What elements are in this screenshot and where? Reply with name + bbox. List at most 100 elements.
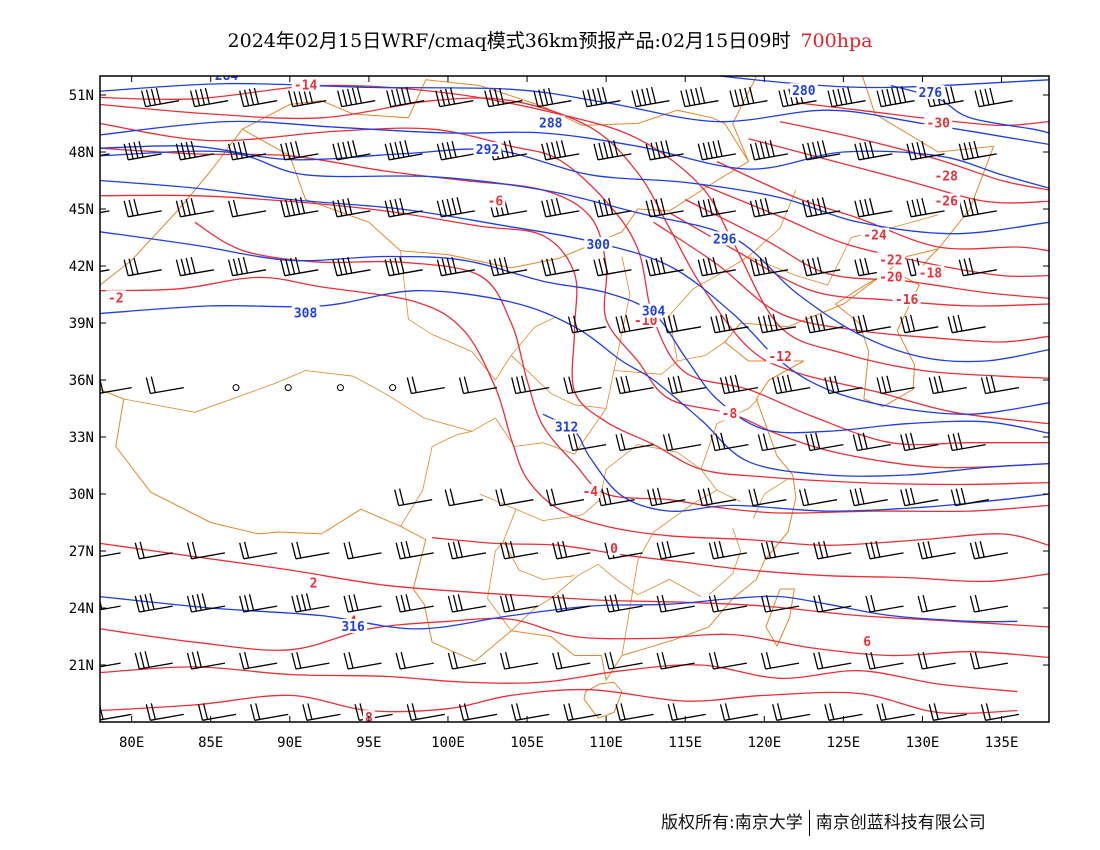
wind-barb bbox=[123, 141, 162, 161]
wind-barb bbox=[760, 540, 800, 560]
wind-barb bbox=[906, 141, 945, 161]
wind-barb bbox=[802, 197, 841, 218]
contour-label-bg bbox=[580, 484, 601, 499]
wind-barb bbox=[458, 703, 498, 721]
wind-barb bbox=[604, 594, 643, 613]
contour-label-bg bbox=[105, 290, 126, 305]
wind-barb bbox=[227, 256, 267, 277]
wind-barb bbox=[447, 540, 487, 560]
lon-tick-label: 80E bbox=[119, 735, 144, 751]
temperature-isotherm bbox=[100, 122, 1049, 446]
geographic-boundaries bbox=[100, 76, 995, 719]
province-border bbox=[487, 541, 512, 632]
temperature-contour-label: 2 bbox=[310, 576, 318, 591]
contour-label-bg bbox=[916, 265, 945, 280]
height-contour-label: 296 bbox=[713, 232, 737, 247]
temperature-isotherm bbox=[748, 138, 1049, 204]
wind-barb bbox=[145, 703, 184, 721]
wind-barb bbox=[197, 703, 237, 721]
wind-barb bbox=[343, 651, 382, 670]
wind-barb bbox=[865, 594, 904, 613]
wind-barb bbox=[647, 487, 686, 507]
wind-barb bbox=[876, 375, 915, 395]
wind-barb bbox=[406, 703, 445, 721]
temperature-isotherm bbox=[100, 97, 1049, 425]
temperature-contour-label: -30 bbox=[927, 117, 951, 132]
wind-barb bbox=[175, 141, 214, 161]
wind-barb bbox=[710, 432, 749, 452]
wind-barb bbox=[239, 541, 278, 560]
wind-barb bbox=[950, 487, 990, 507]
contour-label-bg bbox=[876, 269, 905, 284]
province-border bbox=[752, 478, 789, 519]
wind-barb bbox=[563, 703, 602, 721]
wind-barb bbox=[541, 198, 580, 218]
wind-barb bbox=[805, 313, 844, 334]
wind-barb bbox=[917, 651, 956, 670]
copyright-divider bbox=[808, 810, 810, 836]
wind-barb bbox=[337, 86, 376, 108]
wind-barb bbox=[447, 651, 487, 670]
temperature-contour-label: -6 bbox=[488, 194, 504, 209]
wind-barb bbox=[239, 651, 278, 670]
lon-tick-label: 120E bbox=[747, 735, 781, 751]
taiwan-coast bbox=[765, 588, 795, 648]
wind-barb bbox=[593, 198, 632, 218]
wind-barb bbox=[928, 375, 967, 395]
contour-label-bg bbox=[916, 85, 945, 100]
wind-barb bbox=[813, 594, 852, 613]
temperature-contour-label: -16 bbox=[895, 293, 919, 308]
lon-tick-label: 90E bbox=[277, 735, 302, 751]
height-contour bbox=[100, 595, 1018, 630]
height-contour bbox=[890, 84, 1049, 134]
wind-barb bbox=[615, 375, 654, 395]
temperature-contour-label: -14 bbox=[294, 79, 318, 94]
contour-label-bg bbox=[291, 305, 320, 320]
wind-barb bbox=[336, 384, 344, 392]
province-border bbox=[574, 256, 631, 455]
wind-barb bbox=[567, 433, 607, 452]
wind-barb bbox=[227, 199, 267, 218]
map-title: 2024年02月15日WRF/cmaq模式36km预报产品:02月15日09时 7… bbox=[0, 26, 1100, 53]
contour-label-bg bbox=[639, 303, 668, 318]
wind-barb bbox=[969, 540, 1008, 560]
province-border bbox=[510, 355, 607, 409]
temperature-contour-label: -28 bbox=[934, 170, 958, 185]
wind-barb bbox=[974, 87, 1013, 108]
wind-barb bbox=[917, 540, 956, 560]
wind-barb bbox=[280, 141, 319, 161]
temperature-contour-label: -24 bbox=[863, 229, 887, 244]
province-border bbox=[677, 341, 726, 362]
wind-barb bbox=[719, 374, 759, 395]
height-contour bbox=[100, 145, 1049, 235]
wind-barb bbox=[291, 593, 330, 613]
plot-frame bbox=[99, 75, 1050, 723]
border-segment bbox=[920, 248, 939, 269]
wind-barb bbox=[656, 540, 695, 560]
lat-tick-label: 36N bbox=[69, 373, 94, 389]
wind-barb bbox=[969, 651, 1008, 670]
temperature-isotherm bbox=[100, 276, 1049, 546]
temperature-contour-label: -4 bbox=[582, 485, 598, 500]
wind-barb bbox=[447, 594, 487, 613]
wind-barb bbox=[906, 198, 945, 218]
wind-barb bbox=[900, 487, 939, 507]
wind-barb bbox=[552, 651, 591, 670]
wind-barb bbox=[436, 256, 475, 277]
province-border bbox=[621, 489, 741, 656]
wind-barb bbox=[499, 651, 539, 670]
wind-barb bbox=[332, 198, 371, 218]
contour-label-bg bbox=[932, 193, 961, 208]
wind-barb bbox=[757, 433, 797, 452]
wind-barb bbox=[541, 257, 580, 277]
wind-barb bbox=[436, 141, 475, 161]
wind-barb bbox=[748, 488, 787, 507]
wind-barb bbox=[458, 376, 498, 395]
wind-barb bbox=[854, 141, 893, 161]
wind-barb bbox=[511, 375, 550, 395]
province-border bbox=[123, 370, 425, 419]
wind-barb bbox=[865, 651, 904, 670]
wind-barb bbox=[958, 141, 997, 161]
wind-barb bbox=[232, 384, 240, 392]
wind-barb bbox=[947, 432, 986, 452]
